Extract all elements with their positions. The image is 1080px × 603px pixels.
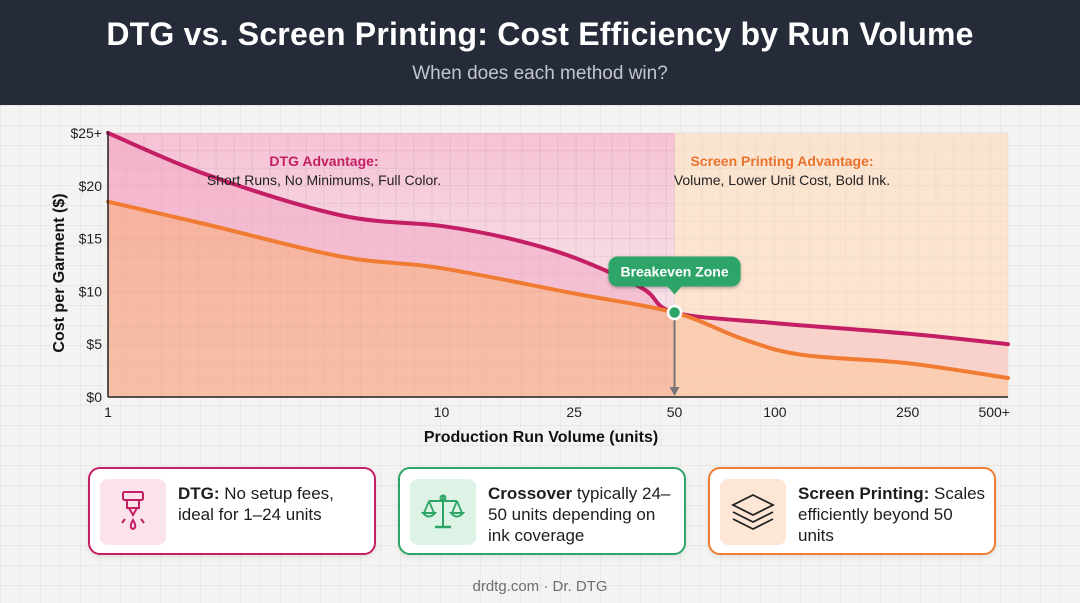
y-tick-label: $0 bbox=[86, 389, 102, 405]
dtg-card-text: DTG: No setup fees, ideal for 1–24 units bbox=[178, 484, 334, 524]
breakeven-callout bbox=[608, 256, 741, 287]
breakeven-callout-pointer bbox=[667, 286, 682, 295]
breakeven-label: Breakeven Zone bbox=[620, 264, 728, 280]
dtg-cost-line bbox=[106, 131, 1010, 347]
y-axis-label: Cost per Garment ($) bbox=[51, 193, 68, 352]
x-tick-label: 250 bbox=[896, 404, 920, 420]
screen-advantage-text: Volume, Lower Unit Cost, Bold Ink. bbox=[674, 172, 890, 188]
x-axis-label: Production Run Volume (units) bbox=[424, 429, 658, 446]
y-tick-label: $10 bbox=[79, 283, 103, 299]
dtg-advantage-text: Short Runs, No Minimums, Full Color. bbox=[207, 172, 441, 188]
cost-gap-band bbox=[108, 133, 1008, 378]
x-tick-label: 500+ bbox=[978, 404, 1010, 420]
x-tick-label: 1 bbox=[104, 404, 112, 420]
dtg-advantage-title: DTG Advantage: bbox=[269, 153, 378, 169]
screen-cost-area bbox=[108, 201, 1008, 397]
x-tick-label: 25 bbox=[566, 404, 582, 420]
y-tick-label: $20 bbox=[79, 178, 103, 194]
x-tick-label: 50 bbox=[667, 404, 683, 420]
dtg-card: DTG: No setup fees, ideal for 1–24 units bbox=[88, 467, 376, 555]
screen-advantage-title: Screen Printing Advantage: bbox=[690, 153, 873, 169]
x-tick-label: 100 bbox=[763, 404, 787, 420]
breakeven-point bbox=[666, 304, 683, 321]
screen-printing-card-text: Screen Printing: Scales efficiently beyo… bbox=[798, 484, 986, 545]
x-tick-label: 10 bbox=[434, 404, 450, 420]
breakeven-arrow-head bbox=[669, 387, 680, 396]
y-tick-label: $5 bbox=[86, 336, 102, 352]
crossover-card: Crossover typically 24–50 units dependin… bbox=[398, 467, 686, 555]
y-tick-label: $15 bbox=[79, 231, 103, 247]
page-subtitle: When does each method win? bbox=[412, 63, 668, 84]
crossover-card-text: Crossover typically 24–50 units dependin… bbox=[488, 484, 671, 545]
footer-credit: drdtg.com · Dr. DTG bbox=[472, 578, 608, 595]
print-nozzle-icon bbox=[100, 479, 166, 545]
page-title: DTG vs. Screen Printing: Cost Efficiency… bbox=[106, 16, 974, 52]
screen-printing-cost-line bbox=[106, 199, 1010, 380]
cost-chart: $0 $5 $10 $15 $20 $25+ 1 10 25 50 100 250 500+ Produc… bbox=[51, 125, 1010, 446]
y-tick-label: $25+ bbox=[70, 125, 102, 141]
layers-icon bbox=[720, 479, 786, 545]
screen-printing-card: Screen Printing: Scales efficiently beyo… bbox=[708, 467, 996, 555]
header-banner: DTG vs. Screen Printing: Cost Efficiency… bbox=[0, 0, 1080, 105]
balance-scale-icon bbox=[410, 479, 476, 545]
